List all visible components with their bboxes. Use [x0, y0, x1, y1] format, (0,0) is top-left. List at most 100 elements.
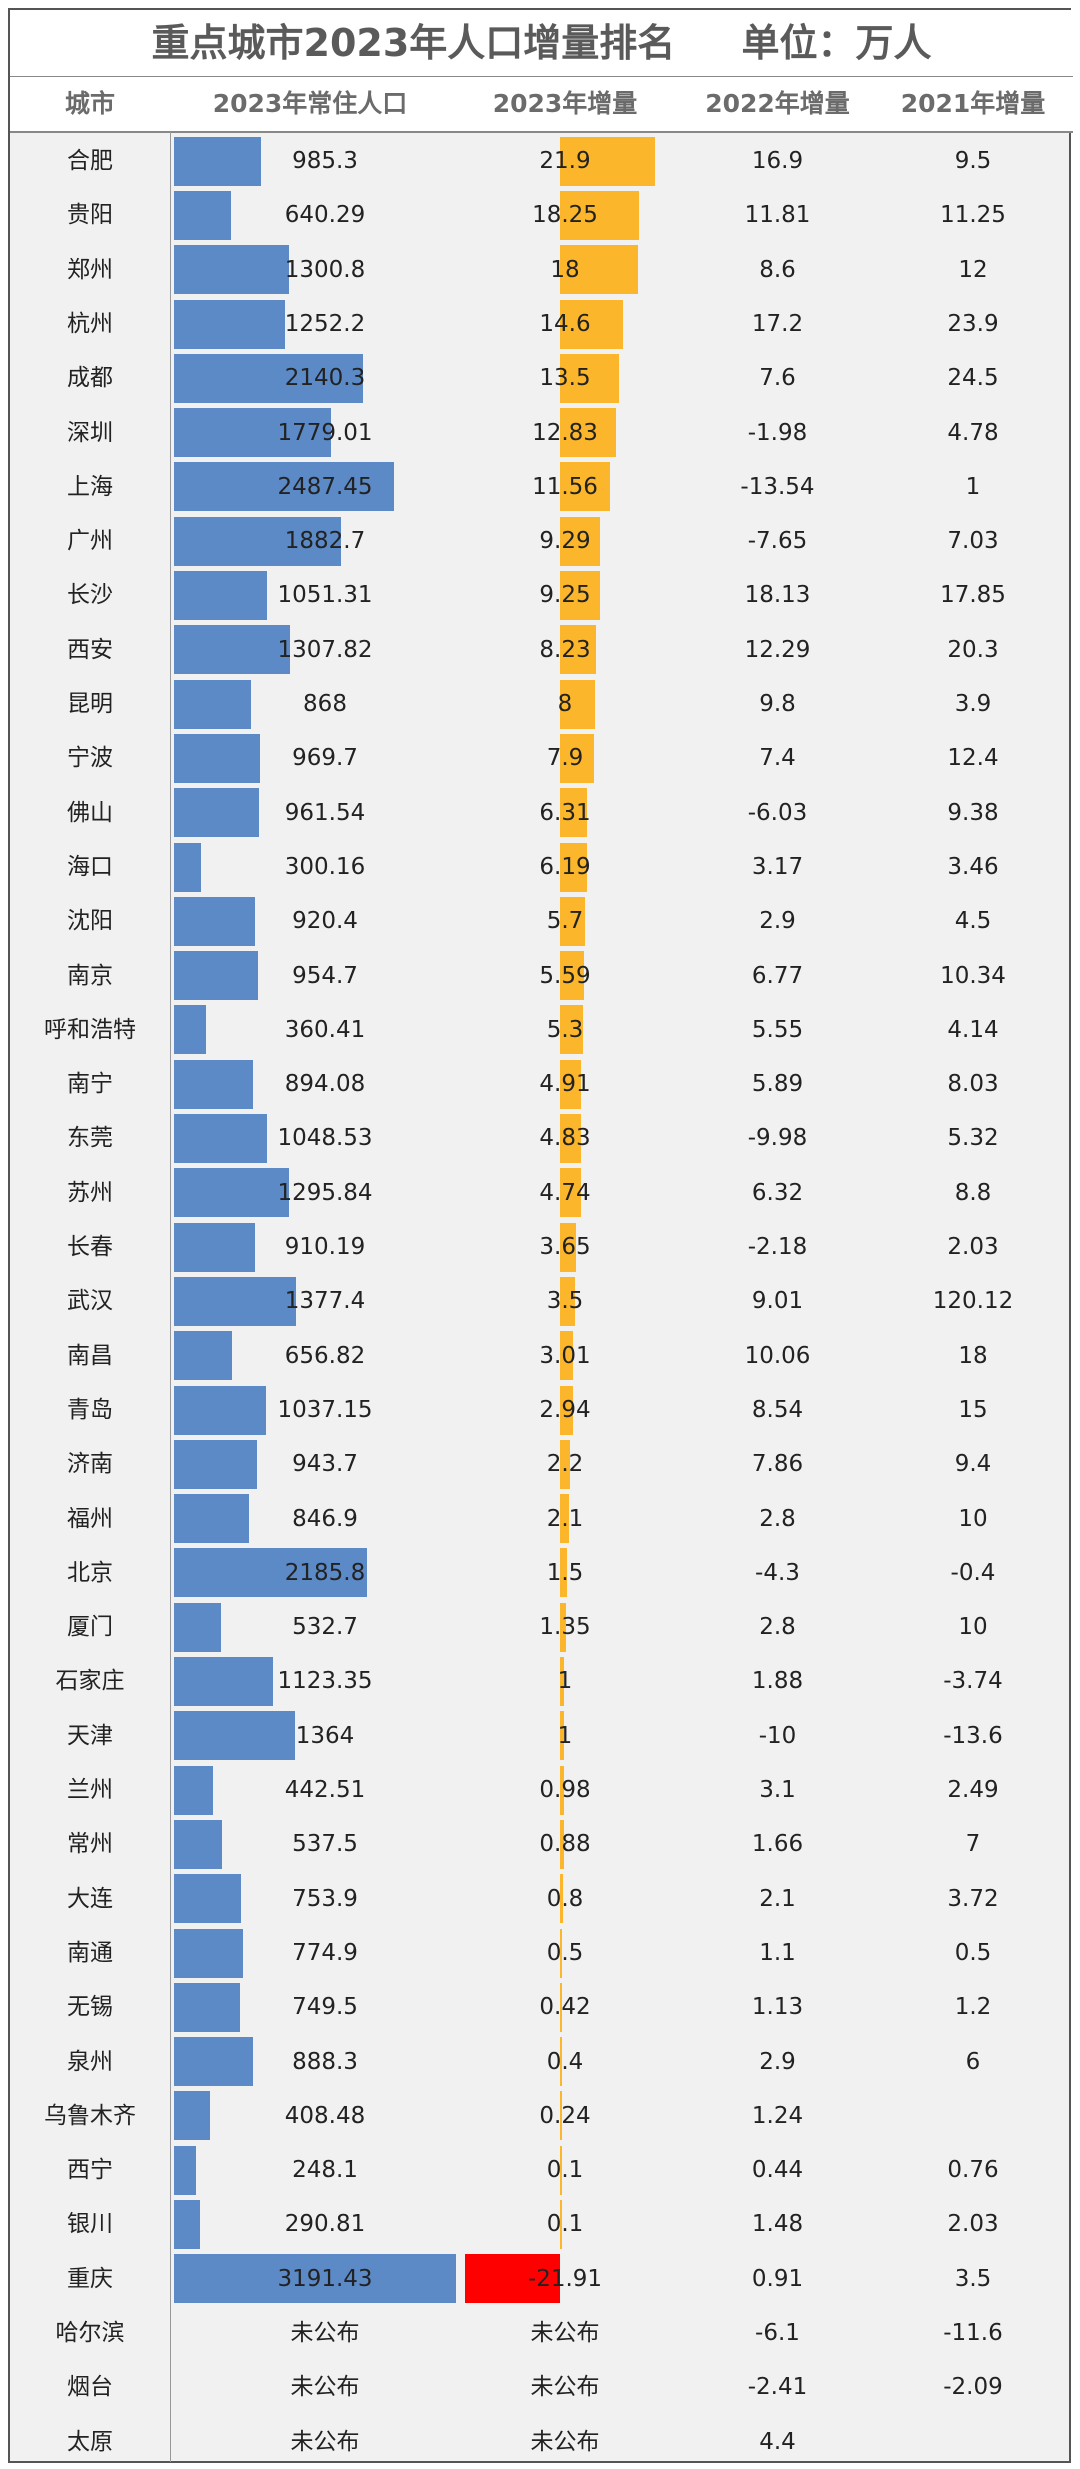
inc-2023-value: 12.83 — [532, 419, 598, 446]
inc-2023-value: -21.91 — [527, 2265, 603, 2292]
inc-bar — [560, 2037, 562, 2087]
pop-bar — [174, 462, 394, 512]
inc-2023-value: 0.8 — [546, 1885, 584, 1912]
inc-2023-value: 5.7 — [546, 908, 584, 935]
inc-2021-value: 9.38 — [947, 799, 999, 826]
pop-bar — [174, 245, 290, 295]
inc-2023-value: 2.2 — [546, 1451, 584, 1478]
inc-2023-value: 3.65 — [539, 1234, 591, 1260]
city-label: 贵阳 — [67, 202, 113, 229]
inc-2023-value: 1.5 — [546, 1559, 584, 1586]
pop-value: 888.3 — [292, 2048, 358, 2075]
inc-bar — [560, 679, 595, 729]
city-label: 石家庄 — [55, 1668, 125, 1695]
inc-2023-value: 18.25 — [532, 202, 598, 229]
pop-bar — [174, 896, 256, 946]
pop-value: 961.54 — [284, 799, 366, 826]
city-label: 海口 — [67, 853, 113, 880]
inc-2022-value: -10 — [758, 1722, 797, 1749]
pop-value: 1048.53 — [277, 1125, 373, 1152]
column-divider — [170, 132, 171, 2462]
inc-2021-value: 8.03 — [947, 1071, 999, 1098]
inc-2022-value: 9.01 — [751, 1288, 804, 1315]
city-label: 重庆 — [67, 2265, 113, 2292]
inc-2023-value: 4.74 — [539, 1179, 591, 1206]
pop-bar — [174, 1928, 243, 1978]
inc-2021-value: 7.03 — [947, 528, 999, 555]
pop-bar — [174, 2200, 200, 2250]
inc-2023-value: 21.9 — [539, 148, 591, 174]
inc-2022-value: 7.86 — [751, 1451, 804, 1478]
pop-bar — [174, 1711, 295, 1761]
inc-2021-value: 2.03 — [947, 1234, 999, 1260]
inc-bar — [560, 896, 585, 946]
inc-bar — [560, 1548, 567, 1598]
inc-bar — [560, 190, 640, 240]
city-label: 兰州 — [67, 1777, 113, 1803]
inc-2021-value: 23.9 — [947, 310, 999, 337]
city-label: 南京 — [67, 962, 113, 989]
inc-2022-value: 17.2 — [751, 310, 804, 337]
city-label: 上海 — [67, 473, 113, 500]
inc-2022-value: 8.54 — [751, 1396, 804, 1423]
inc-2021-value: 3.46 — [947, 853, 999, 880]
pop-value: 749.5 — [292, 1994, 358, 2021]
pop-value: 1051.31 — [277, 582, 373, 609]
inc-2022-value: 18.13 — [744, 582, 811, 609]
pop-value: 408.48 — [284, 2102, 366, 2129]
inc-2023-value: 0.24 — [539, 2102, 591, 2129]
header-inc-2021: 2021年增量 — [900, 89, 1046, 118]
city-label: 成都 — [67, 365, 113, 392]
pop-bar — [174, 2091, 211, 2141]
pop-bar — [174, 625, 290, 675]
inc-2022-value: 2.1 — [759, 1885, 796, 1912]
table-body: 合肥 985.3 21.9 16.9 9.5 贵阳 640.29 18.25 11.81 11.2… — [10, 10, 1073, 2465]
pop-bar — [174, 2254, 457, 2304]
inc-2023-value: 1.35 — [539, 1614, 591, 1641]
inc-bar — [560, 299, 624, 349]
pop-bar — [174, 842, 201, 892]
inc-bar — [560, 951, 585, 1001]
pop-value: 1300.8 — [284, 256, 366, 283]
inc-2022-value: 1.24 — [751, 2102, 804, 2129]
inc-2023-value: 2.94 — [539, 1396, 591, 1423]
inc-2023-value: 0.4 — [546, 2048, 584, 2075]
city-label: 郑州 — [67, 256, 113, 283]
inc-bar — [560, 1602, 566, 1652]
pop-bar — [174, 1276, 296, 1326]
city-label: 南宁 — [67, 1071, 113, 1098]
inc-2021-value: 8.8 — [954, 1179, 992, 1206]
pop-bar — [174, 1331, 233, 1381]
inc-2023-value: 6.19 — [539, 853, 591, 880]
inc-2021-value: 4.5 — [954, 908, 992, 935]
inc-2023-value: 0.1 — [546, 2211, 584, 2238]
inc-2021-value: 3.72 — [947, 1885, 999, 1912]
inc-2021-value: 24.5 — [947, 365, 999, 392]
pop-bar — [174, 1114, 267, 1164]
inc-2022-value: 6.77 — [751, 962, 804, 989]
city-label: 乌鲁木齐 — [44, 2102, 136, 2129]
pop-bar — [174, 1548, 368, 1598]
pop-value: 846.9 — [292, 1505, 358, 1532]
pop-bar — [174, 2145, 196, 2195]
inc-2022-value: 0.91 — [751, 2265, 804, 2292]
inc-2022-value: -9.98 — [747, 1125, 808, 1152]
city-label: 济南 — [67, 1451, 113, 1478]
inc-2021-value: 4.14 — [947, 1016, 999, 1043]
pop-value: 290.81 — [284, 2211, 366, 2238]
inc-bar — [560, 1819, 564, 1869]
pop-bar — [174, 136, 262, 186]
pop-value: 640.29 — [284, 202, 366, 229]
pop-bar — [174, 1982, 241, 2032]
city-label: 东莞 — [67, 1125, 113, 1152]
inc-2022-value: 2.8 — [759, 1505, 796, 1532]
inc-bar — [560, 1331, 574, 1381]
inc-2023-value: 9.29 — [539, 528, 591, 555]
pop-value: 248.1 — [292, 2157, 358, 2184]
inc-2023-value: 3.01 — [539, 1342, 591, 1369]
inc-2023-value: 0.42 — [539, 1994, 591, 2021]
inc-2021-value: 12.4 — [947, 745, 999, 772]
city-label: 泉州 — [67, 2048, 113, 2075]
city-label: 北京 — [67, 1559, 113, 1586]
pop-value: 943.7 — [292, 1451, 358, 1478]
